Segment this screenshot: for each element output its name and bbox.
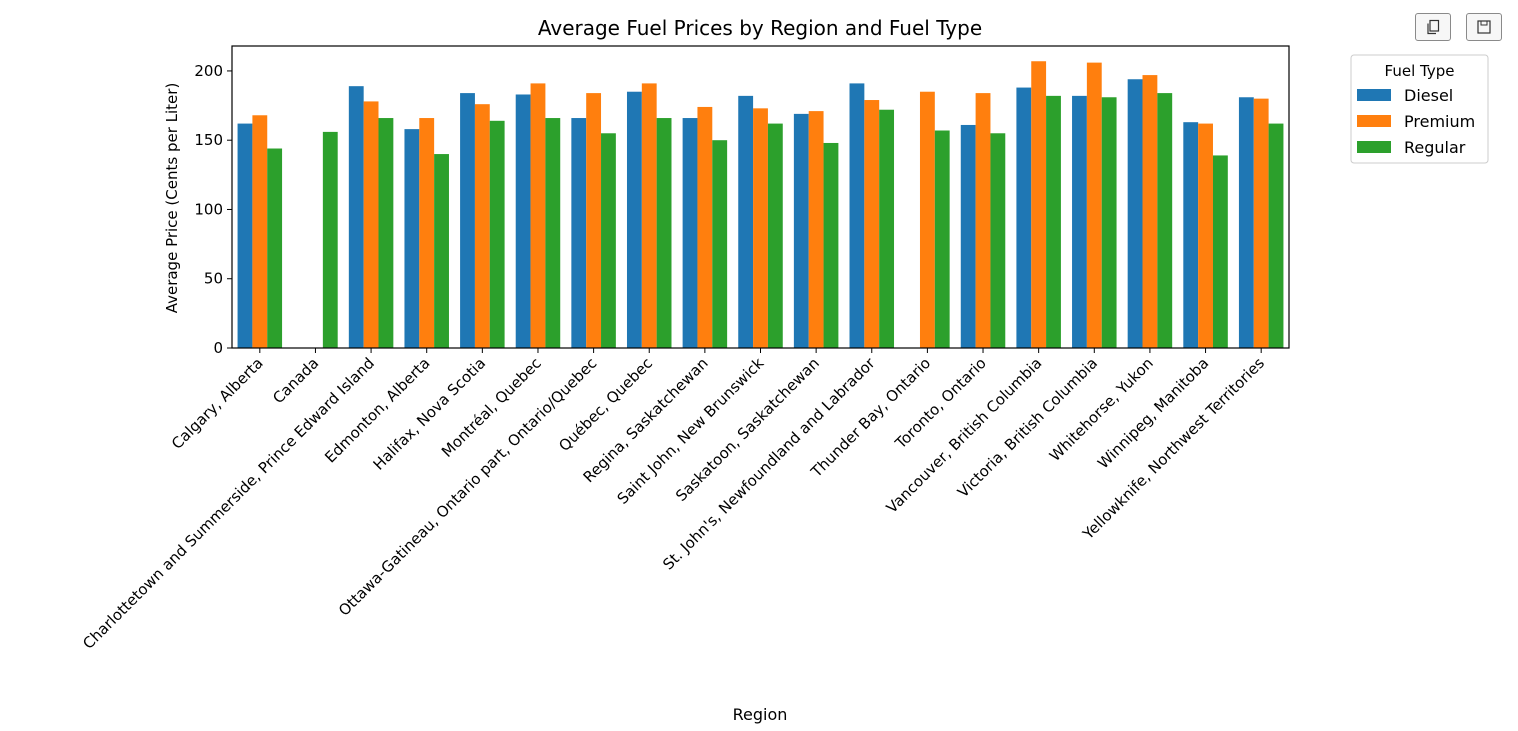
bar-regular xyxy=(823,142,839,348)
x-tick-label: Québec, Quebec xyxy=(555,354,656,455)
save-icon xyxy=(1477,20,1491,34)
bar-diesel xyxy=(1183,122,1199,348)
save-button[interactable] xyxy=(1466,13,1502,41)
bar-premium xyxy=(697,106,713,348)
copy-icon xyxy=(1425,19,1441,35)
legend-swatch-regular xyxy=(1357,141,1391,153)
bar-diesel xyxy=(849,83,865,349)
bar-premium xyxy=(530,83,546,349)
bar-regular xyxy=(879,109,895,348)
bar-diesel xyxy=(960,124,976,349)
bar-diesel xyxy=(460,93,475,348)
bar-regular xyxy=(601,133,616,348)
bar-regular xyxy=(322,131,338,348)
bar-premium xyxy=(252,115,268,349)
legend-label-diesel: Diesel xyxy=(1404,86,1453,105)
x-tick-label: St. John's, Newfoundland and Labrador xyxy=(659,354,879,574)
legend-swatch-diesel xyxy=(1357,89,1391,101)
bar-premium xyxy=(864,100,880,348)
bar-premium xyxy=(753,108,768,348)
x-tick-label: Winnipeg, Manitoba xyxy=(1094,354,1212,472)
bar-diesel xyxy=(571,118,587,348)
bar-regular xyxy=(1157,93,1173,348)
bar-diesel xyxy=(682,118,698,348)
bar-regular xyxy=(378,118,394,348)
chart-title: Average Fuel Prices by Region and Fuel T… xyxy=(538,16,982,40)
bar-premium xyxy=(474,104,490,349)
legend-box xyxy=(1350,54,1489,164)
bar-regular xyxy=(1268,123,1284,348)
bar-premium xyxy=(1253,98,1269,348)
bar-regular xyxy=(656,118,672,348)
x-tick-label: Edmonton, Alberta xyxy=(321,354,433,466)
y-tick-label: 200 xyxy=(194,62,223,80)
bar-premium xyxy=(419,118,435,348)
bar-premium xyxy=(975,93,991,348)
y-axis-label: Average Price (Cents per Liter) xyxy=(163,83,181,314)
bar-premium xyxy=(586,93,602,348)
bar-diesel xyxy=(1127,79,1143,348)
bar-premium xyxy=(1198,123,1213,348)
bar-diesel xyxy=(793,113,809,348)
bar-regular xyxy=(434,154,449,348)
bar-regular xyxy=(1212,155,1228,348)
x-tick-label: Montréal, Quebec xyxy=(438,354,545,461)
legend: Fuel Type Diesel Premium Regular xyxy=(1350,54,1489,164)
bar-diesel xyxy=(237,123,253,348)
bar-premium xyxy=(919,91,935,348)
bar-premium xyxy=(1086,62,1102,349)
bar-diesel xyxy=(626,91,642,348)
bar-premium xyxy=(808,111,824,348)
bar-premium xyxy=(363,101,379,348)
bar-diesel xyxy=(404,129,420,348)
bar-regular xyxy=(934,130,950,348)
x-tick-label: Calgary, Alberta xyxy=(168,354,267,453)
bar-diesel xyxy=(1072,95,1087,349)
bar-regular xyxy=(267,148,283,348)
x-tick-label: Whitehorse, Yukon xyxy=(1046,354,1157,465)
bar-diesel xyxy=(348,86,364,349)
x-axis-label: Region xyxy=(733,705,788,724)
legend-label-premium: Premium xyxy=(1404,112,1475,131)
axes-frame xyxy=(231,45,1290,349)
bar-diesel xyxy=(515,94,531,349)
bar-premium xyxy=(641,83,657,349)
x-tick-label: Ottawa-Gatineau, Ontario part, Ontario/Q… xyxy=(335,354,601,620)
bar-premium xyxy=(1142,75,1158,348)
legend-swatch-premium xyxy=(1357,115,1391,127)
bar-regular xyxy=(1046,95,1061,349)
bar-regular xyxy=(990,133,1006,348)
bar-premium xyxy=(1031,61,1047,349)
y-tick-label: 150 xyxy=(194,131,223,149)
copy-button[interactable] xyxy=(1415,13,1451,41)
legend-label-regular: Regular xyxy=(1404,138,1466,157)
bar-regular xyxy=(545,118,561,348)
bar-regular xyxy=(489,120,505,348)
y-tick-label: 0 xyxy=(213,339,223,357)
bar-regular xyxy=(712,140,728,348)
bar-diesel xyxy=(1016,87,1032,348)
bar-regular xyxy=(1101,97,1117,348)
bar-diesel xyxy=(1238,97,1254,348)
x-tick-label: Canada xyxy=(269,354,322,407)
bar-regular xyxy=(767,123,783,348)
y-tick-label: 100 xyxy=(194,200,223,218)
y-tick-label: 50 xyxy=(204,270,223,288)
legend-title: Fuel Type xyxy=(1385,62,1455,80)
bar-diesel xyxy=(738,95,754,349)
